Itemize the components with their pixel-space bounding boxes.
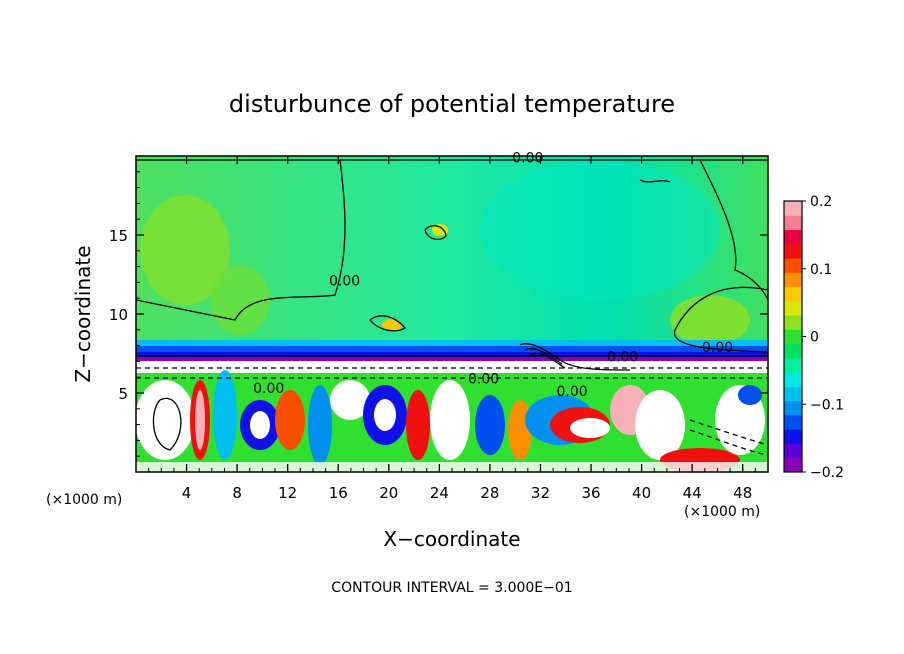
- colorbar: 0.2 0.1 0 −0.1 −0.2: [783, 194, 844, 481]
- colorbar-tick-label: −0.2: [810, 465, 844, 481]
- x-tick-label: 12: [278, 484, 297, 502]
- x-tick-label: 4: [182, 484, 192, 502]
- x-tick-label: 16: [329, 484, 348, 502]
- x-tick-label: 28: [480, 484, 499, 502]
- colorbar-swatch: [784, 343, 802, 359]
- colorbar-swatch: [784, 229, 802, 245]
- contour-labels: 0.00 0.00 0.00 0.00 0.00 0.00 0.00: [253, 150, 733, 400]
- contour-label: 0.00: [468, 372, 499, 388]
- colorbar-swatch: [784, 400, 802, 416]
- colorbar-swatch: [784, 258, 802, 273]
- colorbar-tick-label: 0.1: [810, 262, 832, 278]
- colorbar-swatch: [784, 315, 802, 330]
- contour-label: 0.00: [702, 340, 733, 356]
- colorbar-swatch: [784, 300, 802, 316]
- colorbar-swatch: [784, 215, 802, 231]
- y-tick-label: 15: [109, 227, 128, 245]
- y-axis: 5 10 15: [109, 171, 768, 457]
- x-axis-label: X−coordinate: [383, 527, 520, 551]
- x-tick-label: 48: [733, 484, 752, 502]
- x-tick-label: 20: [379, 484, 398, 502]
- contour-label: 0.00: [329, 274, 360, 290]
- colorbar-swatch: [784, 357, 802, 373]
- contour-label: 0.00: [253, 381, 284, 397]
- colorbar-swatch: [784, 286, 802, 302]
- y-tick-label: 5: [118, 385, 128, 403]
- colorbar-tick-label: −0.1: [810, 397, 844, 413]
- x-tick-label: 36: [581, 484, 600, 502]
- colorbar-swatch: [784, 443, 802, 459]
- contour-lines: [136, 159, 768, 456]
- contour-label: 0.00: [607, 349, 638, 365]
- x-tick-label: 40: [632, 484, 651, 502]
- colorbar-swatch: [784, 429, 802, 444]
- x-tick-label: 8: [232, 484, 242, 502]
- x-tick-label: 24: [430, 484, 449, 502]
- heatmap-field: [136, 156, 768, 472]
- x-axis: 4 8 12 16 20 24 28 32 36 40 44 48: [148, 156, 756, 502]
- colorbar-swatch: [784, 457, 802, 473]
- colorbar-swatch: [784, 372, 802, 387]
- x-tick-label: 32: [531, 484, 550, 502]
- chart-title: disturbunce of potential temperature: [229, 90, 675, 118]
- colorbar-swatch: [784, 201, 802, 216]
- colorbar-swatch: [784, 243, 802, 259]
- x-unit-label-right: (×1000 m): [684, 504, 760, 520]
- y-tick-label: 10: [109, 306, 128, 324]
- y-axis-label: Z−coordinate: [71, 245, 95, 382]
- contour-label: 0.00: [556, 384, 587, 400]
- colorbar-tick-label: 0: [810, 330, 819, 346]
- colorbar-tick-label: 0.2: [810, 194, 832, 210]
- colorbar-swatch: [784, 414, 802, 430]
- contour-label: 0.00: [512, 150, 543, 166]
- colorbar-swatch: [784, 329, 802, 345]
- x-unit-label-left: (×1000 m): [46, 492, 122, 508]
- colorbar-swatch: [784, 272, 802, 288]
- contour-interval-footnote: CONTOUR INTERVAL = 3.000E−01: [331, 580, 572, 596]
- x-tick-label: 44: [683, 484, 702, 502]
- colorbar-swatch: [784, 386, 802, 402]
